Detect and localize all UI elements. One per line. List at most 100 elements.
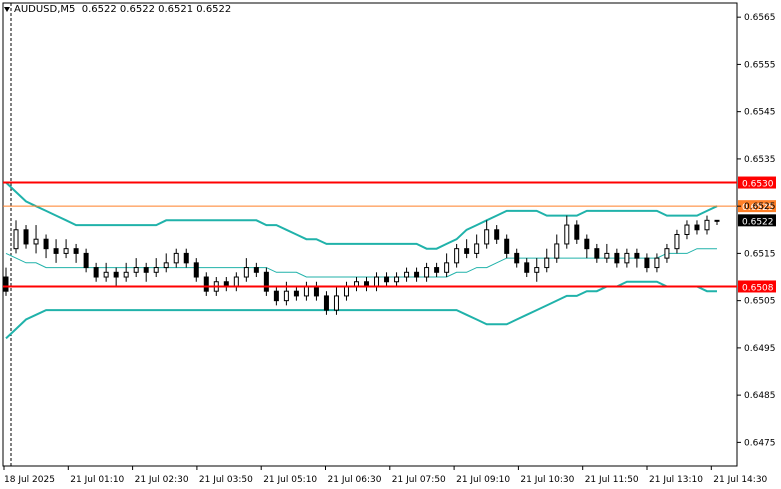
candle [263,267,269,296]
candle [424,262,430,282]
candle [193,258,199,282]
plot-border [2,2,738,467]
candle-body [474,243,480,254]
candle [484,220,490,249]
candle [273,286,279,306]
candle [614,248,620,268]
candles [3,215,720,315]
time-axis: 18 Jul 2025 21 Jul 01:10 21 Jul 02:30 21 Ju… [3,466,768,485]
candle [414,267,420,282]
candle-body [634,252,640,259]
candle-body [183,252,189,264]
candle [434,262,440,278]
candle-body [694,224,700,231]
candle [183,248,189,268]
bollinger-upper-line [5,181,718,250]
candle [534,258,540,282]
candle-body [604,252,610,259]
price-tick-label: 0.6565 [744,13,776,23]
candle-body [444,262,450,273]
candle-body [303,285,309,297]
candle [494,225,500,244]
level-tag [738,200,776,213]
candle [33,225,39,254]
level-label: 0.6525 [742,203,774,213]
candle-body [173,252,179,264]
candle [624,248,630,268]
candle-body [43,238,49,250]
candle [43,234,49,259]
candle-body [103,271,109,278]
candle-body [424,267,430,278]
price-tick-label: 0.6555 [744,60,776,70]
candle-body [434,267,440,273]
candle-body [494,229,500,240]
time-tick-label: 21 Jul 11:50 [585,475,639,485]
candle-body [153,267,159,273]
candle-body [203,276,209,292]
candle [394,272,400,287]
candle [73,243,79,263]
candle [173,248,179,268]
candle [103,262,109,282]
candle [634,248,640,268]
candle [53,239,59,263]
time-tick-label: 21 Jul 07:50 [392,475,446,485]
price-axis: 0.6565 0.6555 0.6545 0.6535 0.6525 0.6515 0.65… [737,13,776,448]
candle [253,262,259,278]
candle-body [63,248,69,254]
candle-body [33,238,39,245]
dropdown-triangle-icon[interactable] [4,6,10,12]
candle-body [484,229,490,245]
candle [203,272,209,296]
candle [63,239,69,259]
time-tick-label: 21 Jul 06:30 [328,475,382,485]
current-price-tag [738,214,776,227]
candle-body [323,295,329,311]
candle-body [564,224,570,245]
level-label: 0.6508 [742,283,774,293]
candle [594,243,600,263]
candle-body [464,248,470,254]
candle-body [384,276,390,283]
candle-body [53,248,59,254]
candle [293,286,299,301]
candle-body [594,248,600,259]
price-tick-label: 0.6505 [744,297,776,307]
candle-body [233,276,239,287]
candle-body [554,243,560,259]
candle-body [654,257,660,269]
candle [604,243,610,263]
candle [333,286,339,315]
candle-body [574,224,580,240]
candle [524,258,530,278]
horizontal-levels: 0.6530 0.6525 0.6508 0.6522 [3,176,776,293]
candle-body [163,262,169,269]
price-tick-label: 0.6525 [744,202,776,212]
price-tick-label: 0.6475 [744,438,776,448]
candle [23,225,29,249]
time-tick-label: 21 Jul 10:30 [520,475,574,485]
candle-body [3,276,9,292]
candle-body [243,267,249,278]
candle-body [544,257,550,269]
candle-body [313,285,319,297]
candle-body [684,224,690,236]
candle [384,272,390,287]
candle-body [504,238,510,254]
candle [143,262,149,282]
candle-body [333,295,339,311]
candle-body [394,276,400,283]
price-tick-label: 0.6545 [744,108,776,118]
candle-body [193,262,199,278]
candle-body [664,248,670,259]
candle [664,243,670,263]
candle-body [133,267,139,273]
time-tick-label: 21 Jul 05:10 [263,475,317,485]
ohlc-readout: 0.6522 0.6522 0.6521 0.6522 [81,4,232,15]
level-tag [738,280,776,293]
candle [243,258,249,282]
time-tick-label: 21 Jul 02:30 [135,475,189,485]
